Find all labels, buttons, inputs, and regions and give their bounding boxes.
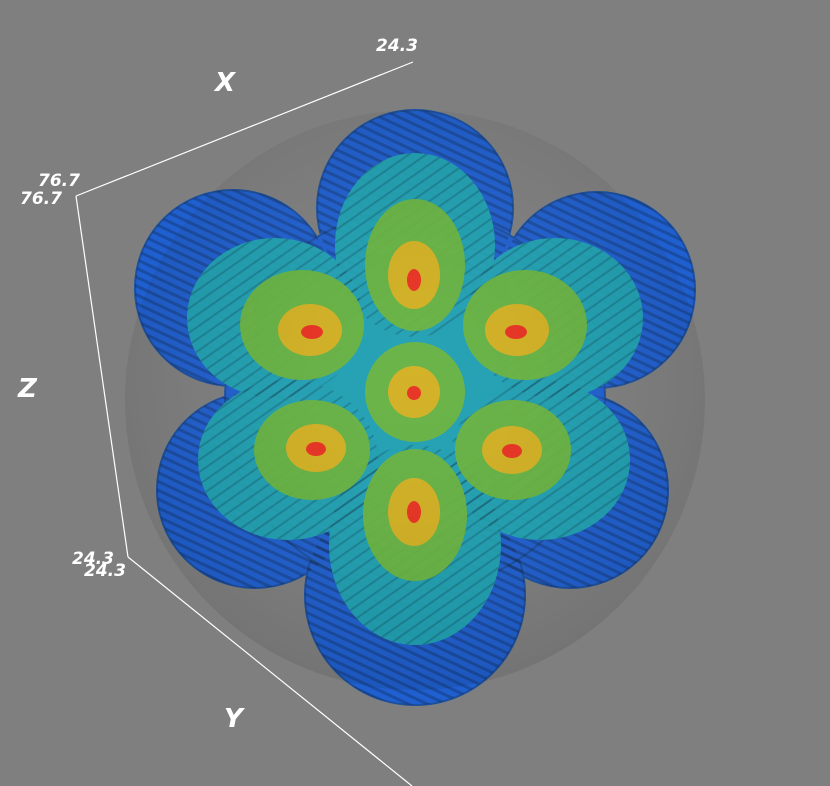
z-axis-label: Z [18, 374, 37, 404]
shading-overlay [125, 110, 705, 690]
z-axis-tick-bottom: 24.3 [72, 549, 114, 569]
y-axis-line [127, 556, 413, 786]
y-axis-label: Y [224, 704, 243, 734]
x-axis-tick-end: 24.3 [376, 36, 418, 56]
z-axis-line [75, 195, 129, 558]
y-axis-tick-start: 24.3 [84, 561, 126, 581]
axis-lines [75, 61, 414, 786]
x-axis-label: X [215, 68, 236, 98]
x-axis-line [75, 61, 414, 197]
x-axis-tick-start: 76.7 [38, 171, 80, 191]
z-axis-tick-top: 76.7 [20, 189, 62, 209]
